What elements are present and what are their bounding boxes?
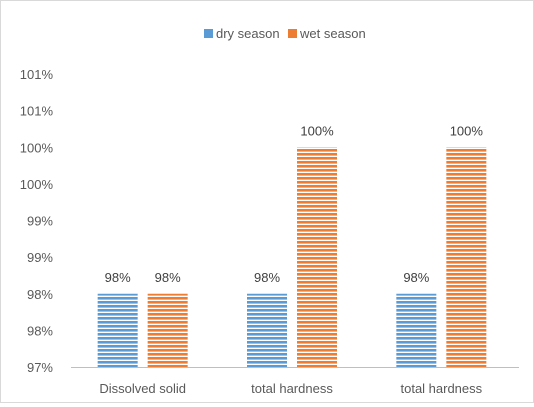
y-axis: 97% 98% 98% 99% 99% 100% 100% 101% 101%	[20, 67, 54, 375]
y-tick-label: 99%	[27, 214, 53, 229]
y-tick-label: 100%	[20, 177, 54, 192]
data-label: 100%	[300, 123, 334, 138]
data-label: 100%	[450, 123, 484, 138]
bars	[97, 147, 487, 367]
legend-swatch-wet	[288, 29, 297, 38]
data-label: 98%	[155, 270, 181, 285]
bar-wet-0	[147, 293, 188, 367]
data-label: 98%	[254, 270, 280, 285]
x-axis: Dissolved solid total hardness total hardn…	[71, 367, 519, 396]
bar-wet-2	[446, 147, 487, 367]
data-label: 98%	[403, 270, 429, 285]
legend-label: dry season	[216, 26, 280, 41]
x-tick-label: Dissolved solid	[99, 381, 186, 396]
y-tick-label: 98%	[27, 323, 53, 338]
y-tick-label: 97%	[27, 360, 53, 375]
y-tick-label: 101%	[20, 67, 54, 82]
x-tick-label: total hardness	[400, 381, 482, 396]
legend-label: wet season	[299, 26, 366, 41]
data-labels: 98% 98% 98% 100% 98% 100%	[105, 123, 484, 285]
legend: dry season wet season	[204, 26, 366, 41]
bar-dry-1	[247, 293, 287, 367]
data-label: 98%	[105, 270, 131, 285]
y-tick-label: 101%	[20, 104, 54, 119]
y-tick-label: 99%	[27, 250, 53, 265]
legend-swatch-dry	[204, 29, 213, 38]
bar-wet-1	[297, 147, 337, 367]
x-tick-label: total hardness	[251, 381, 333, 396]
y-tick-label: 98%	[27, 287, 53, 302]
bar-dry-0	[97, 293, 138, 367]
y-tick-label: 100%	[20, 140, 54, 155]
bar-dry-2	[396, 293, 437, 367]
